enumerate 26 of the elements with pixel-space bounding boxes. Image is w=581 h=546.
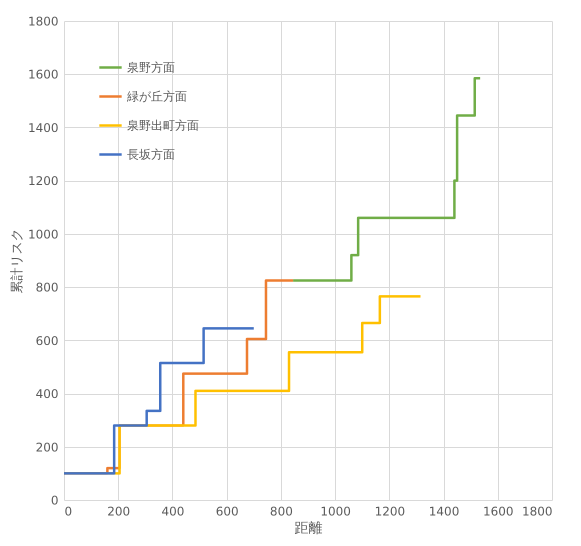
- y-tick-label: 1200: [28, 174, 58, 188]
- x-tick-label: 400: [161, 504, 184, 518]
- y-tick-label: 400: [36, 387, 58, 402]
- y-tick-label: 600: [36, 334, 58, 348]
- y-tick-label: 0: [50, 494, 58, 508]
- y-tick-label: 1400: [28, 120, 58, 135]
- x-tick-label: 1400: [428, 504, 460, 518]
- x-tick-label: 1600: [483, 504, 514, 518]
- y-tick-label: 1600: [28, 68, 58, 82]
- x-axis-title: 距離: [294, 520, 322, 536]
- y-tick-label: 800: [36, 280, 58, 295]
- x-tick-label: 1800: [522, 504, 552, 518]
- legend-label: 泉野出町方面: [127, 118, 199, 132]
- y-tick-label: 1800: [28, 14, 58, 28]
- x-tick-label: 200: [107, 504, 130, 518]
- legend-label: 緑が丘方面: [126, 90, 187, 104]
- x-tick-label: 1000: [320, 504, 351, 518]
- legend-label: 泉野方面: [127, 60, 175, 74]
- x-tick-label: 600: [216, 504, 239, 518]
- x-tick-label: 800: [270, 504, 293, 518]
- x-tick-label: 0: [64, 504, 72, 518]
- y-axis-title: 累計リスク: [10, 228, 25, 294]
- y-tick-label: 200: [36, 440, 58, 454]
- y-tick-label: 1000: [28, 227, 58, 242]
- x-tick-label: 1200: [374, 504, 406, 518]
- legend-label: 長坂方面: [127, 148, 175, 162]
